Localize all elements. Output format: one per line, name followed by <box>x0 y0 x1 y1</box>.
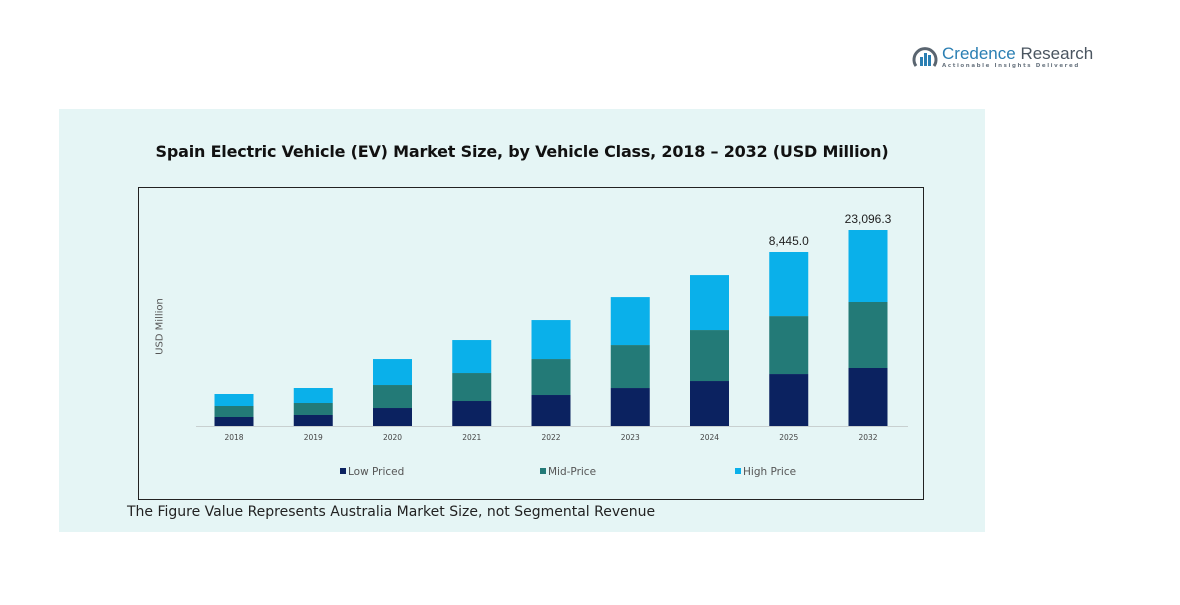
bar-low-priced-2032 <box>848 367 888 426</box>
chart-panel <box>59 109 985 532</box>
x-tick-label-2024: 2024 <box>700 433 719 442</box>
chart-title: Spain Electric Vehicle (EV) Market Size,… <box>155 142 889 161</box>
x-tick-label-2022: 2022 <box>541 433 560 442</box>
bar-mid-price-2023 <box>610 345 650 389</box>
brand-name-1: Credence <box>942 44 1016 63</box>
x-tick-label-2019: 2019 <box>304 433 323 442</box>
legend-label-mid-price: Mid-Price <box>548 466 596 478</box>
bar-low-priced-2020 <box>373 408 412 426</box>
bar-mid-price-2022 <box>531 359 571 396</box>
bar-high-price-2025 <box>769 252 809 317</box>
bar-mid-price-2018 <box>214 405 254 417</box>
bar-mid-price-2025 <box>769 316 809 375</box>
x-tick-label-2018: 2018 <box>224 433 243 442</box>
bar-mid-price-2020 <box>373 385 412 409</box>
data-label-2032: 23,096.3 <box>845 212 892 226</box>
bar-low-priced-2023 <box>610 388 650 426</box>
legend-swatch-2 <box>735 468 741 474</box>
brand-tagline: Actionable Insights Delivered <box>942 63 1080 69</box>
x-tick-label-2023: 2023 <box>621 433 640 442</box>
bar-low-priced-2019 <box>293 414 333 426</box>
bar-high-price-2020 <box>373 359 412 386</box>
x-tick-label-2032: 2032 <box>858 433 877 442</box>
legend-swatch-0 <box>340 468 346 474</box>
bar-high-price-2023 <box>610 297 650 346</box>
x-tick-label-2020: 2020 <box>383 433 402 442</box>
bar-mid-price-2019 <box>293 403 333 415</box>
legend-swatch-1 <box>540 468 546 474</box>
bar-low-priced-2018 <box>214 416 254 426</box>
legend-label-low-priced: Low Priced <box>348 466 404 478</box>
data-label-2025: 8,445.0 <box>769 234 809 248</box>
bar-high-price-2018 <box>214 394 254 406</box>
bar-mid-price-2032 <box>848 301 888 368</box>
bar-mid-price-2024 <box>690 330 729 382</box>
chart-frame <box>138 187 924 500</box>
brand-name-2: Research <box>1015 44 1094 63</box>
footnote: The Figure Value Represents Australia Ma… <box>127 504 656 520</box>
bar-high-price-2022 <box>531 320 571 360</box>
bar-high-price-2024 <box>690 275 729 331</box>
bar-low-priced-2024 <box>690 381 729 426</box>
brand-logo: Credence Research Actionable Insights De… <box>912 44 1093 70</box>
bar-mid-price-2021 <box>452 373 492 402</box>
bar-low-priced-2025 <box>769 374 809 426</box>
logo-chart-icon <box>912 47 938 67</box>
bar-high-price-2019 <box>293 388 333 404</box>
bar-high-price-2021 <box>452 340 492 374</box>
x-tick-label-2021: 2021 <box>462 433 481 442</box>
bar-low-priced-2022 <box>531 395 571 426</box>
x-tick-label-2025: 2025 <box>779 433 798 442</box>
bar-high-price-2032 <box>848 230 888 302</box>
legend-label-high-price: High Price <box>743 466 796 478</box>
bar-low-priced-2021 <box>452 401 492 426</box>
